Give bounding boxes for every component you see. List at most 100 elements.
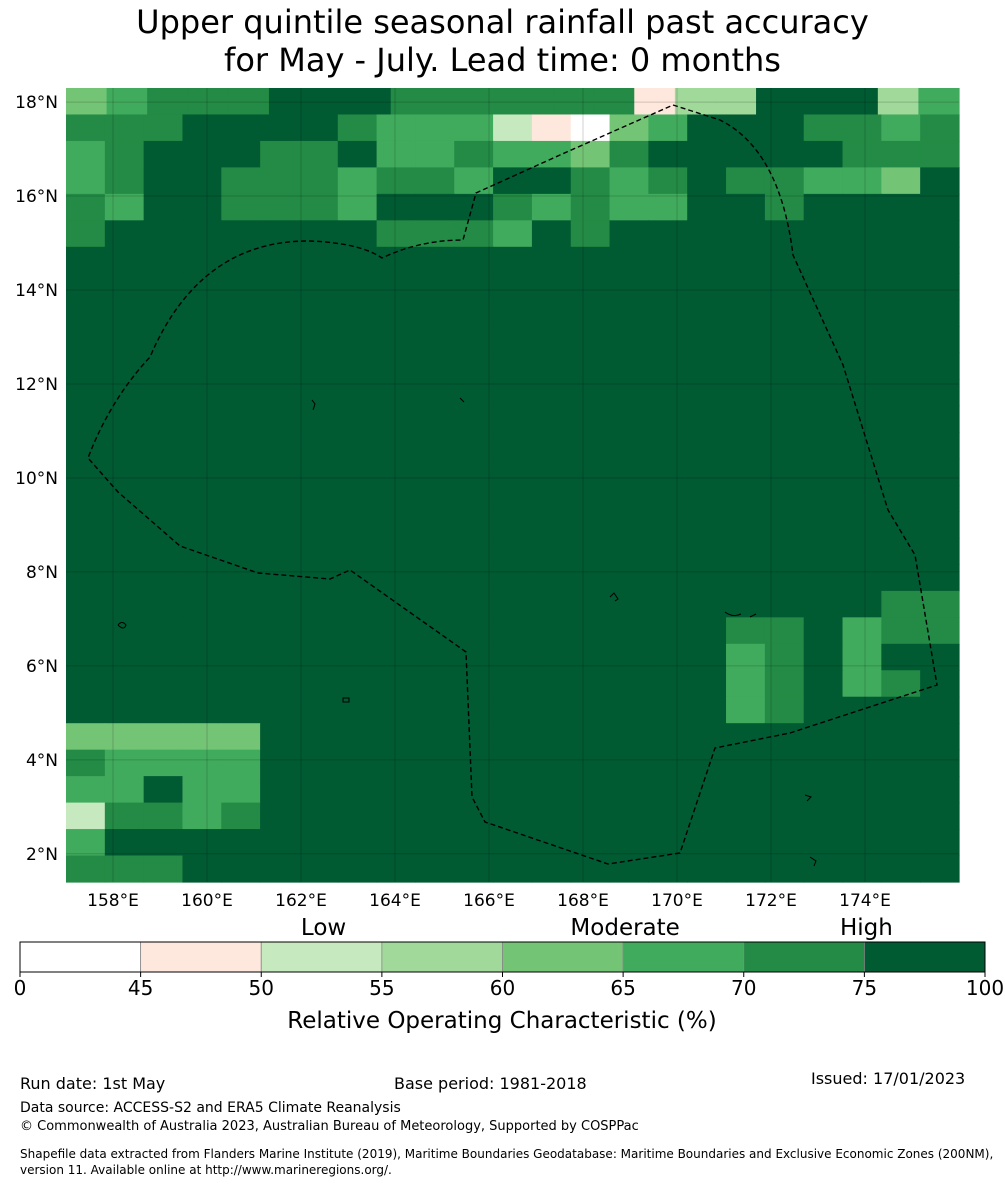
grid-cell (609, 220, 649, 248)
grid-cell (454, 537, 494, 565)
grid-cell (415, 193, 455, 221)
grid-cell (221, 723, 261, 751)
grid-cell (493, 723, 533, 751)
latitude-label: 10°N (15, 469, 58, 489)
grid-cell (298, 193, 339, 221)
grid-cell (104, 670, 145, 698)
grid-cell (337, 326, 378, 354)
grid-cell (66, 193, 106, 221)
grid-cell (350, 88, 392, 116)
grid-cell (454, 114, 494, 142)
grid-cell (920, 696, 960, 724)
grid-cell (415, 590, 455, 618)
grid-cell (570, 299, 611, 327)
longitude-label: 170°E (651, 891, 703, 911)
grid-cell (454, 273, 494, 301)
grid-cell (298, 167, 339, 195)
grid-cell (221, 273, 261, 301)
grid-cell (66, 326, 106, 354)
grid-cell (66, 273, 106, 301)
grid-cell (454, 617, 494, 645)
grid-cell (570, 511, 611, 539)
grid-cell (803, 405, 844, 433)
grid-cell (687, 776, 727, 804)
grid-cell (648, 379, 688, 407)
grid-cell (881, 802, 921, 830)
grid-cell (143, 564, 184, 592)
grid-cell (66, 829, 106, 857)
grid-cell (687, 114, 727, 142)
grid-cell (842, 432, 882, 460)
grid-cell (881, 723, 921, 751)
grid-cell (570, 432, 611, 460)
grid-cell (609, 273, 649, 301)
grid-cell (221, 140, 261, 168)
grid-cell (531, 485, 572, 513)
grid-cell (842, 749, 882, 777)
grid-cell (337, 458, 378, 486)
grid-cell (531, 643, 572, 671)
grid-cell (337, 670, 378, 698)
grid-cell (66, 855, 106, 883)
grid-cell (221, 379, 261, 407)
grid-cell (842, 485, 882, 513)
grid-cell (298, 855, 339, 883)
grid-cell (415, 352, 455, 380)
grid-cell (415, 855, 455, 883)
grid-cell (920, 511, 960, 539)
grid-cell (531, 458, 572, 486)
colorbar-swatch (502, 941, 624, 973)
grid-cell (842, 511, 882, 539)
grid-cell (687, 723, 727, 751)
grid-cell (609, 643, 649, 671)
grid-cell (104, 273, 145, 301)
grid-cell (881, 829, 921, 857)
grid-cell (920, 723, 960, 751)
colorbar-tick-label: 70 (731, 976, 756, 1000)
grid-cell (920, 246, 960, 274)
grid-cell (376, 299, 417, 327)
grid-cell (337, 696, 378, 724)
grid-cell (376, 829, 417, 857)
grid-cell (454, 855, 494, 883)
latitude-label: 6°N (26, 657, 58, 677)
grid-cell (415, 140, 455, 168)
grid-cell (66, 696, 106, 724)
grid-cell (803, 114, 844, 142)
grid-cell (66, 670, 106, 698)
grid-cell (648, 458, 688, 486)
grid-cell (570, 670, 611, 698)
grid-cell (648, 220, 688, 248)
grid-cell (726, 352, 766, 380)
grid-cell (687, 829, 727, 857)
grid-cell (881, 776, 921, 804)
grid-cell (182, 537, 222, 565)
chart-title-line-1: Upper quintile seasonal rainfall past ac… (136, 3, 869, 41)
grid-cell (803, 458, 844, 486)
grid-cell (493, 696, 533, 724)
grid-cell (182, 273, 222, 301)
grid-cell (726, 855, 766, 883)
grid-cell (531, 299, 572, 327)
grid-cell (920, 829, 960, 857)
grid-cell (920, 273, 960, 301)
grid-cell (570, 485, 611, 513)
grid-cell (687, 299, 727, 327)
grid-cell (376, 220, 417, 248)
grid-cell (376, 246, 417, 274)
grid-cell (260, 405, 300, 433)
grid-cell (803, 776, 844, 804)
grid-cell (803, 352, 844, 380)
grid-cell (221, 617, 261, 645)
grid-cell (881, 458, 921, 486)
grid-cell (298, 458, 339, 486)
grid-cell (531, 140, 572, 168)
grid-cell (298, 352, 339, 380)
colorbar-swatch (622, 941, 745, 973)
grid-cell (298, 802, 339, 830)
grid-cell (920, 485, 960, 513)
grid-cell (570, 696, 611, 724)
grid-cell (687, 802, 727, 830)
grid-cell (531, 696, 572, 724)
grid-cell (764, 352, 805, 380)
